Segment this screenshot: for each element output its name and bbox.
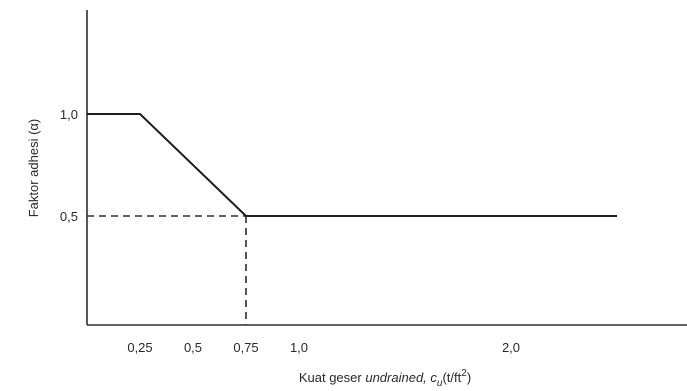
x-label-prefix: Kuat geser <box>299 370 366 385</box>
x-label-italic: undrained <box>365 370 424 385</box>
y-axis-label: Faktor adhesi (α) <box>26 119 41 218</box>
x-tick-label: 0,5 <box>184 340 202 355</box>
x-tick-labels: 0,25 0,5 0,75 1,0 2,0 <box>127 340 520 355</box>
adhesion-series-line-0 <box>87 113 617 217</box>
x-label-subscript: u <box>437 378 443 389</box>
x-label-superscript: 2 <box>461 368 467 379</box>
x-label-close: ) <box>467 370 471 385</box>
y-tick-label: 1,0 <box>60 107 78 122</box>
x-tick-label: 1,0 <box>290 340 308 355</box>
x-label-variable: , c <box>423 370 437 385</box>
x-tick-label: 0,75 <box>233 340 258 355</box>
x-axis-label: Kuat geser undrained, cu(t/ft2) <box>299 368 471 389</box>
x-tick-label: 0,25 <box>127 340 152 355</box>
guide-lines <box>87 215 247 325</box>
x-tick-label: 2,0 <box>502 340 520 355</box>
y-tick-labels: 0,5 1,0 <box>60 107 78 224</box>
x-label-unit: (t/ft <box>442 370 461 385</box>
y-tick-label: 0,5 <box>60 209 78 224</box>
series-group <box>87 113 617 217</box>
